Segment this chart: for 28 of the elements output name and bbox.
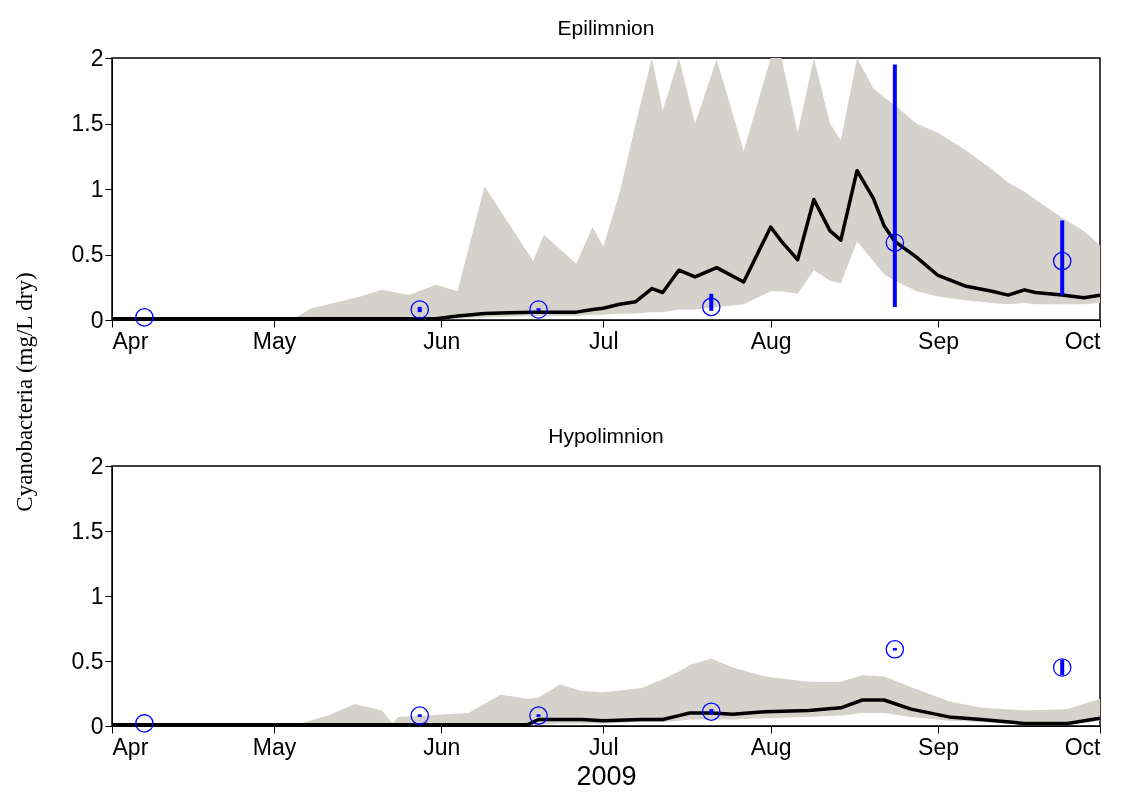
y-axis-title: Cyanobacteria (mg/L dry): [12, 272, 38, 512]
x-tick-label: Aug: [750, 733, 792, 760]
x-tick-label: Apr: [112, 327, 149, 354]
x-tick-label: Jul: [589, 327, 619, 354]
x-tick-label: Oct: [1064, 733, 1102, 760]
y-tick-label: 1.5: [71, 517, 104, 544]
x-tick-label: Aug: [750, 327, 792, 354]
x-tick-label: Jun: [423, 733, 461, 760]
y-tick-label: 0.5: [71, 647, 104, 674]
x-axis-title: 2009: [576, 760, 637, 791]
y-tick-label: 1.5: [71, 110, 104, 136]
x-tick-label: Jul: [589, 733, 619, 760]
y-tick-label: 0: [90, 712, 104, 739]
x-tick-label: Apr: [112, 733, 149, 760]
y-tick-label: 1: [90, 175, 104, 202]
x-tick-label: May: [252, 733, 297, 760]
y-tick-label: 0: [90, 306, 104, 333]
y-tick-label: 0.5: [71, 241, 104, 267]
y-tick-label: 2: [90, 44, 104, 71]
x-tick-label: Oct: [1064, 327, 1102, 354]
chart-title: Epilimnion: [557, 16, 655, 39]
x-tick-label: Sep: [918, 327, 959, 354]
x-tick-label: Sep: [918, 733, 959, 760]
chart-title: Hypolimnion: [548, 424, 664, 447]
x-tick-label: Jun: [423, 327, 461, 354]
y-tick-label: 2: [90, 452, 104, 479]
x-tick-label: May: [252, 327, 297, 354]
y-tick-label: 1: [90, 582, 104, 609]
